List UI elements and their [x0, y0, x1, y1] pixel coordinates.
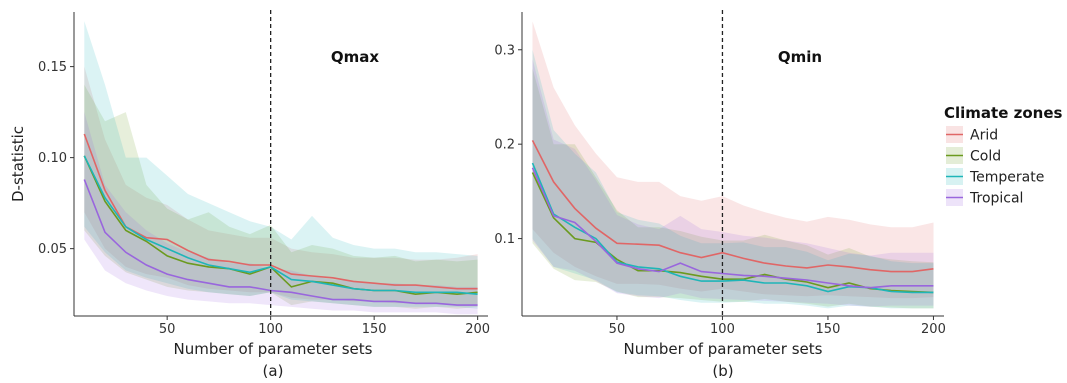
panel-b-x-axis-title: Number of parameter sets — [624, 340, 823, 358]
panel-b-plot-area — [531, 10, 934, 316]
legend-label-arid: Arid — [970, 128, 998, 144]
panel-b-qmin: Qmin Number of parameter sets (b) 50 100 1… — [494, 10, 946, 380]
panel-b-band-cold — [532, 68, 934, 309]
legend-item-temperate: Temperate — [946, 168, 1044, 186]
panel-b-x-tick-label: 100 — [710, 322, 735, 337]
legend-title: Climate zones — [944, 104, 1062, 122]
panel-a-line-tropical — [83, 179, 478, 306]
panel-a-band-tropical — [84, 112, 478, 315]
panel-a-y-tick-label: 0.05 — [38, 242, 67, 257]
legend: Climate zones Arid Cold Temperate Tropical — [944, 104, 1062, 207]
legend-item-tropical: Tropical — [946, 189, 1023, 207]
panel-a-x-axis-title: Number of parameter sets — [174, 340, 373, 358]
panel-b-y-tick-label: 0.1 — [494, 232, 515, 247]
panel-a-y-tick-label: 0.10 — [38, 151, 67, 166]
panel-b-x-tick-label: 200 — [921, 322, 946, 337]
legend-label-tropical: Tropical — [969, 191, 1023, 207]
panel-a-line-temperate — [83, 155, 478, 295]
panel-b-x-tick-label: 150 — [816, 322, 841, 337]
panel-a-band-temperate — [84, 21, 478, 309]
panel-a-band-arid — [84, 66, 478, 306]
panel-a-x-tick-label: 200 — [465, 322, 490, 337]
legend-item-arid: Arid — [946, 126, 998, 144]
panel-b-band-arid — [532, 21, 934, 299]
legend-item-cold: Cold — [946, 147, 1001, 165]
panel-a-x-tick-label: 50 — [159, 322, 176, 337]
panel-b-sublabel: (b) — [712, 362, 733, 380]
panel-a-line-cold — [83, 155, 478, 296]
panel-a-y-axis-title: D-statistic — [9, 126, 27, 202]
panel-b-y-tick-label: 0.3 — [494, 43, 515, 58]
legend-label-cold: Cold — [970, 149, 1001, 165]
legend-label-temperate: Temperate — [969, 170, 1044, 186]
panel-b-x-tick-label: 50 — [609, 322, 626, 337]
panel-a-y-tick-label: 0.15 — [38, 60, 67, 75]
panel-a-plot-area — [83, 10, 478, 316]
panel-a-qmax: Qmax Number of parameter sets D-statisti… — [9, 10, 490, 380]
panel-a-x-tick-label: 100 — [258, 322, 283, 337]
panel-b-y-tick-label: 0.2 — [494, 138, 515, 153]
panel-a-sublabel: (a) — [263, 362, 284, 380]
panel-b-title: Qmin — [778, 48, 822, 66]
panel-b-line-tropical — [531, 167, 934, 289]
panel-a-title: Qmax — [331, 48, 380, 66]
panel-a-band-cold — [84, 84, 478, 309]
panel-a-x-tick-label: 150 — [362, 322, 387, 337]
panel-b-line-arid — [531, 140, 934, 273]
panel-a-line-arid — [83, 133, 478, 290]
